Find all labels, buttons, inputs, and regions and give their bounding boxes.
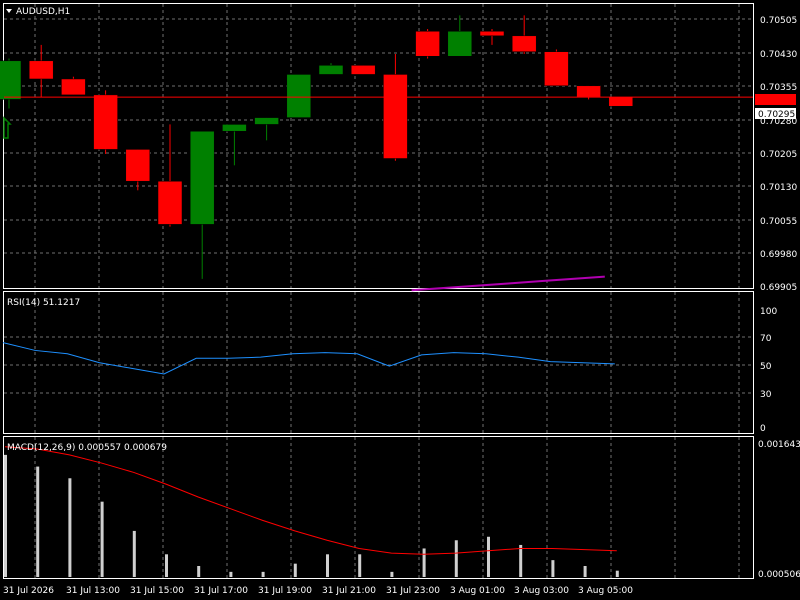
macd-histogram-bar [519,544,523,577]
time-label: 31 Jul 21:00 [322,586,376,596]
symbol-dropdown-icon[interactable] [6,9,12,13]
bid-price-tag [755,94,796,105]
macd-tick: 0.000506 [758,570,800,580]
macd-histogram-bar [326,554,329,577]
macd-histogram-bar [422,548,426,577]
candle-body [254,117,279,125]
macd-histogram-bar [132,530,136,577]
moving-average-line [411,275,605,292]
bid-price-label: 0.70325 [758,96,795,106]
candle-body [544,51,569,87]
price-axis: 0.70505 0.70430 0.70355 0.70280 0.70205 … [755,16,797,293]
rsi-panel [2,342,615,375]
ask-price-label: 0.70295 [758,110,795,120]
price-tick: 0.70505 [760,16,797,26]
macd-histogram-bar [4,454,7,577]
time-label: 31 Jul 23:00 [386,586,440,596]
rsi-tick: 100 [760,307,777,317]
candle-body [608,96,634,107]
macd-histogram-bar [293,563,297,577]
ask-price-tag [755,108,796,119]
time-label: 3 Aug 01:00 [450,586,505,596]
rsi-panel-frame [3,291,754,434]
time-label: 3 Aug 05:00 [578,586,633,596]
candle-body [318,65,344,75]
candle-body [157,180,183,225]
rsi-tick: 30 [760,390,772,400]
rsi-label: RSI(14) 51.1217 [7,298,80,308]
candle-body [576,85,601,98]
macd-histogram-bar [68,478,72,577]
macd-histogram-bar [165,554,168,577]
macd-histogram-bar [197,566,201,577]
trade-arrow-icon [3,116,12,139]
price-tick: 0.70055 [760,217,797,227]
candle-body [415,31,440,57]
candle-body [28,60,54,80]
rsi-tick: 0 [760,424,766,434]
macd-panel [4,446,619,577]
price-panel [0,15,753,292]
candle-body [125,149,151,182]
time-label: 3 Aug 03:00 [514,586,569,596]
candle-body [447,31,473,57]
macd-histogram-bar [36,466,40,577]
macd-histogram-bar [454,540,458,577]
price-panel-frame [3,3,754,289]
candle-body [286,74,312,118]
macd-histogram-bar [100,501,104,577]
candle-body [93,94,118,150]
price-tick: 0.69980 [760,250,797,260]
candle-body [189,130,215,225]
time-label: 31 Jul 15:00 [130,586,184,596]
price-tick: 0.70205 [760,150,797,160]
macd-histogram-bar [358,554,362,577]
macd-histogram-bar [229,571,233,577]
macd-histogram-bar [583,566,587,577]
price-tick: 0.69905 [760,283,797,293]
macd-axis: 0.001643 0.000506 [758,440,800,580]
chart-grid [4,4,753,578]
macd-histogram-bar [390,571,394,577]
candle-body [479,31,505,37]
candle-body [383,74,408,159]
time-label: 31 Jul 13:00 [66,586,120,596]
candle-body [350,65,376,75]
candle-body [511,35,537,52]
price-tick: 0.70355 [760,83,797,93]
macd-signal-line [4,446,617,555]
rsi-line [2,342,615,375]
macd-histogram-bar [615,570,619,577]
time-axis: 31 Jul 2026 31 Jul 13:00 31 Jul 15:00 31… [3,586,633,596]
symbol-title: AUDUSD,H1 [16,7,70,17]
candle-body [61,78,86,96]
time-label: 31 Jul 2026 [3,586,54,596]
macd-label: MACD(12,26,9) 0.000557 0.000679 [7,443,167,453]
macd-histogram-bar [487,536,490,577]
candle-body [0,60,22,100]
macd-tick: 0.001643 [758,440,800,450]
price-tick: 0.70280 [760,117,797,127]
rsi-tick: 70 [760,334,772,344]
price-tick: 0.70130 [760,183,797,193]
macd-panel-frame [3,436,754,579]
rsi-axis: 100 70 50 30 0 [760,307,777,434]
time-label: 31 Jul 17:00 [194,586,248,596]
time-label: 31 Jul 19:00 [258,586,312,596]
price-tick: 0.70430 [760,50,797,60]
macd-histogram-bar [551,560,555,577]
macd-histogram-bar [261,571,265,577]
rsi-tick: 50 [760,362,772,372]
candle-body [222,124,247,132]
